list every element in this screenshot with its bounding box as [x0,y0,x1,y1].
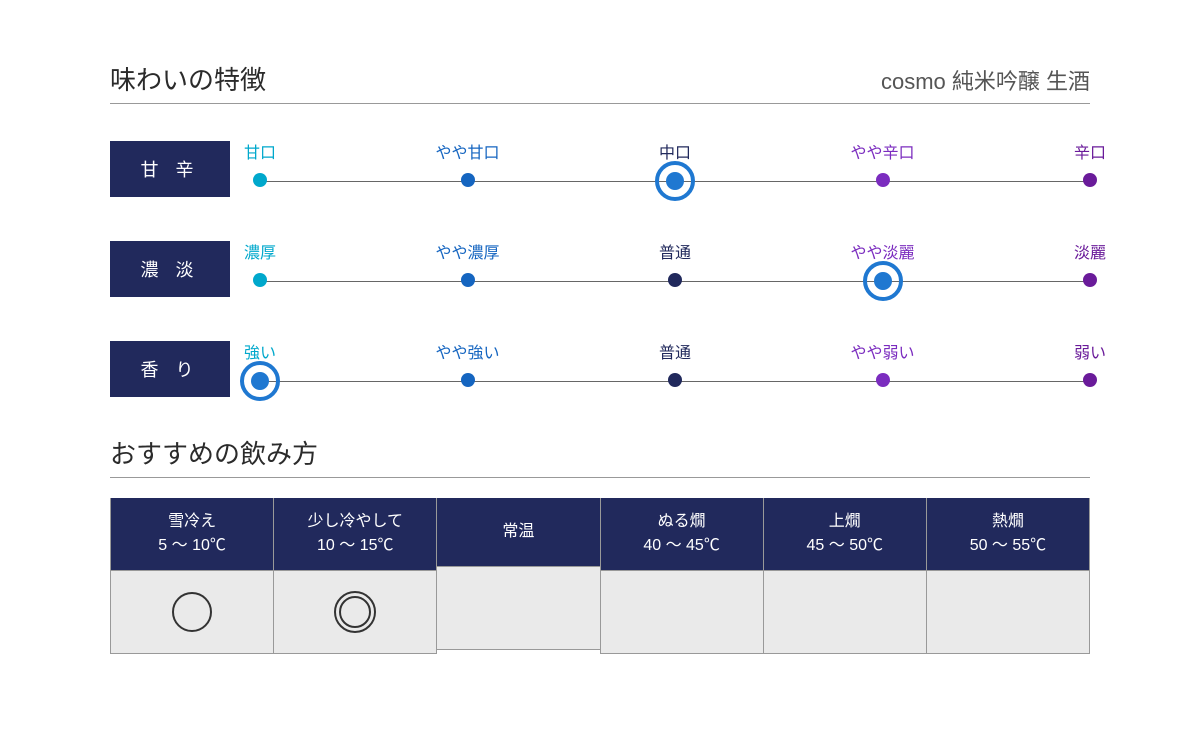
scale-dot [668,373,682,387]
scale-point: やや濃厚 [435,239,499,287]
scale-point: 普通 [659,339,691,387]
scale-point: やや辛口 [850,139,914,187]
scale-dot [875,173,889,187]
scale-dot [1083,173,1097,187]
serving-mark-cell [927,570,1089,654]
serving-column-header: 雪冷え5 〜 10℃ [111,498,273,570]
scale-dot [1083,373,1097,387]
serving-title: おすすめの飲み方 [110,434,318,471]
serving-range: 40 〜 45℃ [605,534,759,558]
serving-range: 5 〜 10℃ [115,534,269,558]
scale-point: やや強い [435,339,499,387]
serving-name: ぬる燗 [605,510,759,534]
mark-good-icon [172,592,212,632]
scale-point: やや甘口 [435,139,499,187]
mark-best-icon [334,591,376,633]
scale-selector-ring-icon [240,361,280,401]
serving-section-header: おすすめの飲み方 [110,434,1090,478]
scale-point: 甘口 [244,139,276,187]
scale-dot [460,273,474,287]
taste-section-header: 味わいの特徴 cosmo 純米吟醸 生酒 [110,60,1090,104]
serving-table: 雪冷え5 〜 10℃少し冷やして10 〜 15℃常温ぬる燗40 〜 45℃上燗4… [110,498,1090,654]
scale-point: 淡麗 [1074,239,1106,287]
scale-dot [253,273,267,287]
scale-track: 甘口やや甘口中口やや辛口辛口 [260,139,1090,199]
serving-name: 常温 [441,520,595,544]
serving-mark-cell [111,570,273,654]
scale-point: 普通 [659,239,691,287]
serving-range: 10 〜 15℃ [278,534,432,558]
serving-column: 熱燗50 〜 55℃ [927,498,1090,654]
serving-column-header: ぬる燗40 〜 45℃ [601,498,763,570]
scale-point-label: 弱い [1074,339,1106,363]
scale-point-label: やや辛口 [850,139,914,163]
scale-label: 甘 辛 [110,141,230,197]
serving-name: 熱燗 [931,510,1085,534]
scale-row: 甘 辛甘口やや甘口中口やや辛口辛口 [110,134,1090,204]
scale-point: 辛口 [1074,139,1106,187]
scale-dot [1083,273,1097,287]
scale-point: 濃厚 [244,239,276,287]
scale-point: 弱い [1074,339,1106,387]
scale-dot [460,373,474,387]
scale-point-label: やや弱い [850,339,914,363]
serving-mark-cell [274,570,436,654]
scale-point-label: 辛口 [1074,139,1106,163]
scale-dot [875,373,889,387]
serving-column-header: 上燗45 〜 50℃ [764,498,926,570]
scale-point-label: 中口 [659,139,691,163]
scale-point-label: やや淡麗 [850,239,914,263]
scale-point-label: やや強い [435,339,499,363]
scale-row: 香 り強いやや強い普通やや弱い弱い [110,334,1090,404]
serving-mark-cell [601,570,763,654]
scale-point-label: 濃厚 [244,239,276,263]
serving-column-header: 熱燗50 〜 55℃ [927,498,1089,570]
scale-selector-ring-icon [863,261,903,301]
scale-track: 強いやや強い普通やや弱い弱い [260,339,1090,399]
scale-dot [668,273,682,287]
serving-column-header: 少し冷やして10 〜 15℃ [274,498,436,570]
serving-name: 上燗 [768,510,922,534]
serving-column: 雪冷え5 〜 10℃ [111,498,274,654]
scale-row: 濃 淡濃厚やや濃厚普通やや淡麗淡麗 [110,234,1090,304]
serving-column: 少し冷やして10 〜 15℃ [274,498,437,654]
serving-mark-cell [764,570,926,654]
serving-range: 45 〜 50℃ [768,534,922,558]
scale-point-label: 淡麗 [1074,239,1106,263]
scale-point-label: 普通 [659,339,691,363]
serving-mark-cell [437,566,599,650]
scale-point-label: 普通 [659,239,691,263]
scale-point-label: 強い [244,339,276,363]
serving-column-header: 常温 [437,498,599,566]
scale-point-label: やや甘口 [435,139,499,163]
serving-range: 50 〜 55℃ [931,534,1085,558]
scale-track: 濃厚やや濃厚普通やや淡麗淡麗 [260,239,1090,299]
serving-column: 上燗45 〜 50℃ [764,498,927,654]
serving-column: ぬる燗40 〜 45℃ [601,498,764,654]
taste-title: 味わいの特徴 [110,60,266,97]
scale-dot [253,173,267,187]
scale-label: 香 り [110,341,230,397]
scale-point: やや弱い [850,339,914,387]
scale-label: 濃 淡 [110,241,230,297]
scale-point-label: 甘口 [244,139,276,163]
serving-name: 雪冷え [115,510,269,534]
serving-name: 少し冷やして [278,510,432,534]
taste-scales: 甘 辛甘口やや甘口中口やや辛口辛口濃 淡濃厚やや濃厚普通やや淡麗淡麗香 り強いや… [110,134,1090,404]
product-name: cosmo 純米吟醸 生酒 [881,64,1090,96]
scale-selector-ring-icon [655,161,695,201]
serving-column: 常温 [437,498,600,654]
scale-dot [460,173,474,187]
scale-point-label: やや濃厚 [435,239,499,263]
